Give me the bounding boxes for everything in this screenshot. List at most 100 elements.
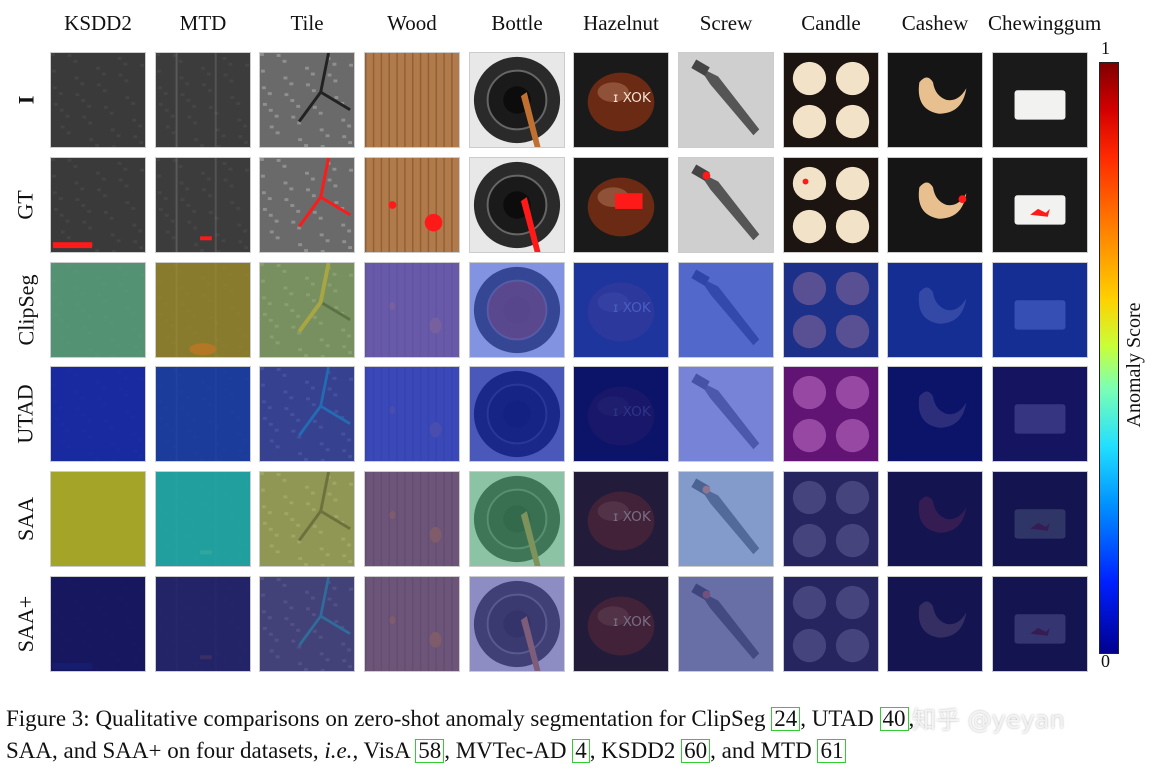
column-header-hazelnut: Hazelnut [583, 11, 659, 35]
result-image-mtd-i [155, 52, 251, 148]
row-label-saa: SAA [6, 471, 46, 567]
result-image-wood-i [364, 52, 460, 148]
row-label-utad: UTAD [6, 366, 46, 462]
caption-italic: i.e. [324, 738, 353, 763]
result-image-ksdd2-saa [50, 471, 146, 567]
result-image-ksdd2-gt [50, 157, 146, 253]
result-image-cashew-i [887, 52, 983, 148]
result-image-mtd-gt [155, 157, 251, 253]
result-image-chewinggum-utad [992, 366, 1088, 462]
row-label-text: UTAD [13, 384, 38, 444]
column-header-wood: Wood [387, 11, 437, 35]
row-label-text: SAA [13, 496, 39, 542]
result-image-hazelnut-gt [573, 157, 669, 253]
row-label-saa-plus: SAA+ [6, 576, 46, 672]
result-image-candle-saa [783, 471, 879, 567]
result-image-candle-clipseg [783, 262, 879, 358]
result-image-cashew-saa-plus [887, 576, 983, 672]
result-image-bottle-saa-plus [469, 576, 565, 672]
citation-link[interactable]: 60 [681, 739, 711, 763]
caption-text: , MVTec-AD [444, 738, 573, 763]
result-image-cashew-utad [887, 366, 983, 462]
result-image-hazelnut-saa-plus: ɪ XOK [573, 576, 669, 672]
caption-text: , UTAD [800, 706, 880, 731]
result-image-hazelnut-utad: ɪ XOK [573, 366, 669, 462]
result-image-tile-i [259, 52, 355, 148]
citation-link[interactable]: 4 [572, 739, 590, 763]
result-image-wood-gt [364, 157, 460, 253]
result-image-candle-utad [783, 366, 879, 462]
result-image-ksdd2-utad [50, 366, 146, 462]
result-image-bottle-gt [469, 157, 565, 253]
result-image-bottle-saa [469, 471, 565, 567]
result-image-hazelnut-clipseg: ɪ XOK [573, 262, 669, 358]
result-image-chewinggum-gt [992, 157, 1088, 253]
row-label-text: I [13, 95, 38, 105]
citation-link[interactable]: 24 [771, 707, 801, 731]
caption-text: , VisA [352, 738, 416, 763]
result-image-mtd-utad [155, 366, 251, 462]
row-label-clipseg: ClipSeg [6, 262, 46, 358]
result-image-tile-clipseg [259, 262, 355, 358]
result-image-tile-saa-plus [259, 576, 355, 672]
result-image-screw-utad [678, 366, 774, 462]
colorbar-min-label: 0 [1101, 651, 1110, 671]
result-image-mtd-saa [155, 471, 251, 567]
result-image-mtd-saa-plus [155, 576, 251, 672]
result-image-screw-saa-plus [678, 576, 774, 672]
caption-text: SAA, and SAA+ on four datasets, [6, 738, 325, 763]
result-image-bottle-i [469, 52, 565, 148]
result-image-ksdd2-i [50, 52, 146, 148]
column-header-screw: Screw [699, 11, 753, 35]
result-image-chewinggum-clipseg [992, 262, 1088, 358]
row-label-gt: GT [6, 157, 46, 253]
result-image-chewinggum-i [992, 52, 1088, 148]
row-label-text: ClipSeg [13, 274, 38, 346]
row-label-text: GT [12, 190, 38, 220]
result-image-cashew-gt [887, 157, 983, 253]
result-image-tile-gt [259, 157, 355, 253]
figure-caption: Figure 3: Qualitative comparisons on zer… [6, 703, 1156, 767]
result-image-candle-gt [783, 157, 879, 253]
caption-text: , KSDD2 [589, 738, 682, 763]
column-header-tile: Tile [290, 11, 324, 35]
result-image-screw-i [678, 52, 774, 148]
result-image-chewinggum-saa-plus [992, 576, 1088, 672]
result-image-mtd-clipseg [155, 262, 251, 358]
row-label-i: I [6, 52, 46, 148]
result-image-bottle-utad [469, 366, 565, 462]
result-image-ksdd2-saa-plus [50, 576, 146, 672]
result-image-hazelnut-saa: ɪ XOK [573, 471, 669, 567]
row-label-text: SAA+ [13, 595, 39, 653]
result-image-wood-saa-plus [364, 576, 460, 672]
caption-text: Figure 3: Qualitative comparisons on zer… [6, 706, 772, 731]
result-image-cashew-clipseg [887, 262, 983, 358]
result-image-screw-clipseg [678, 262, 774, 358]
result-image-tile-utad [259, 366, 355, 462]
result-image-screw-gt [678, 157, 774, 253]
column-header-candle: Candle [801, 11, 861, 35]
result-image-wood-clipseg [364, 262, 460, 358]
caption-text: , and MTD [710, 738, 818, 763]
caption-text: , [908, 706, 915, 731]
colorbar [1099, 62, 1119, 654]
result-image-screw-saa [678, 471, 774, 567]
column-header-ksdd2: KSDD2 [64, 11, 132, 35]
result-image-candle-i [783, 52, 879, 148]
citation-link[interactable]: 58 [415, 739, 445, 763]
colorbar-max-label: 1 [1101, 38, 1110, 58]
column-header-bottle: Bottle [491, 11, 543, 35]
result-image-hazelnut-i: ɪ XOK [573, 52, 669, 148]
result-image-bottle-clipseg [469, 262, 565, 358]
result-image-tile-saa [259, 471, 355, 567]
citation-link[interactable]: 61 [817, 739, 847, 763]
result-image-ksdd2-clipseg [50, 262, 146, 358]
colorbar-title: Anomaly Score [1122, 302, 1145, 428]
citation-link[interactable]: 40 [879, 707, 909, 731]
result-image-candle-saa-plus [783, 576, 879, 672]
column-header-mtd: MTD [179, 11, 227, 35]
svg-text:ɪ XOK: ɪ XOK [613, 90, 652, 106]
column-header-cashew: Cashew [901, 11, 969, 35]
result-image-chewinggum-saa [992, 471, 1088, 567]
result-image-wood-utad [364, 366, 460, 462]
